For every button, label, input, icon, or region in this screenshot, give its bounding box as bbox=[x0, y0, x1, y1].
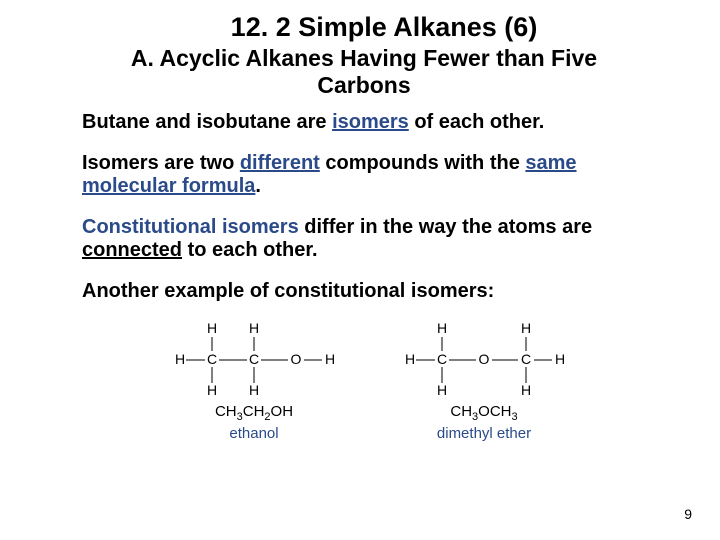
p2-text-c: compounds with the bbox=[320, 152, 526, 174]
f2d: 3 bbox=[512, 411, 518, 423]
p2-different: different bbox=[240, 152, 320, 174]
dimethyl-ether-formula: CH3OCH3 bbox=[450, 403, 517, 423]
page-number: 9 bbox=[684, 506, 692, 522]
p3-text-b: differ in the way the atoms are bbox=[299, 216, 592, 238]
svg-text:H: H bbox=[207, 321, 217, 336]
dimethyl-ether-block: H H H C O C H H H bbox=[394, 321, 574, 442]
paragraph-3: Constitutional isomers differ in the way… bbox=[68, 216, 660, 262]
svg-text:H: H bbox=[207, 382, 217, 397]
ethanol-block: H H H C C O H H H bbox=[164, 321, 344, 442]
svg-text:H: H bbox=[249, 321, 259, 336]
svg-text:O: O bbox=[291, 351, 302, 367]
svg-text:C: C bbox=[437, 351, 447, 367]
svg-text:H: H bbox=[325, 351, 335, 367]
paragraph-2: Isomers are two different compounds with… bbox=[68, 152, 660, 198]
svg-text:H: H bbox=[437, 321, 447, 336]
structure-diagrams: H H H C C O H H H bbox=[68, 321, 660, 442]
f1a: CH bbox=[215, 403, 237, 420]
paragraph-4: Another example of constitutional isomer… bbox=[68, 280, 660, 303]
ethanol-formula: CH3CH2OH bbox=[215, 403, 293, 423]
f2a: CH bbox=[450, 403, 472, 420]
slide-subtitle: A. Acyclic Alkanes Having Fewer than Fiv… bbox=[68, 45, 660, 99]
svg-text:H: H bbox=[521, 321, 531, 336]
p3-constitutional: Constitutional isomers bbox=[82, 216, 299, 238]
svg-text:H: H bbox=[437, 382, 447, 397]
svg-text:C: C bbox=[249, 351, 259, 367]
ethanol-structure: H H H C C O H H H bbox=[164, 321, 344, 397]
p1-isomers: isomers bbox=[332, 111, 409, 133]
p1-text-a: Butane and isobutane are bbox=[82, 111, 332, 133]
p3-text-d: to each other. bbox=[182, 239, 318, 261]
svg-text:H: H bbox=[521, 382, 531, 397]
p2-text-a: Isomers are two bbox=[82, 152, 240, 174]
svg-text:H: H bbox=[175, 351, 185, 367]
dimethyl-ether-structure: H H H C O C H H H bbox=[394, 321, 574, 397]
ethanol-name: ethanol bbox=[229, 425, 278, 442]
svg-text:H: H bbox=[555, 351, 565, 367]
p1-text-c: of each other. bbox=[409, 111, 545, 133]
dimethyl-ether-name: dimethyl ether bbox=[437, 425, 531, 442]
svg-text:C: C bbox=[521, 351, 531, 367]
svg-text:H: H bbox=[405, 351, 415, 367]
paragraph-1: Butane and isobutane are isomers of each… bbox=[68, 111, 660, 134]
f1e: OH bbox=[271, 403, 294, 420]
slide: 12. 2 Simple Alkanes (6) A. Acyclic Alka… bbox=[0, 0, 720, 540]
f2c: OCH bbox=[478, 403, 511, 420]
subtitle-line-2: Carbons bbox=[317, 72, 410, 98]
svg-text:H: H bbox=[249, 382, 259, 397]
subtitle-line-1: A. Acyclic Alkanes Having Fewer than Fiv… bbox=[131, 45, 597, 71]
f1c: CH bbox=[243, 403, 265, 420]
slide-title: 12. 2 Simple Alkanes (6) bbox=[68, 12, 660, 43]
svg-text:C: C bbox=[207, 351, 217, 367]
p2-text-e: . bbox=[255, 175, 261, 197]
svg-text:O: O bbox=[479, 351, 490, 367]
p3-connected: connected bbox=[82, 239, 182, 261]
